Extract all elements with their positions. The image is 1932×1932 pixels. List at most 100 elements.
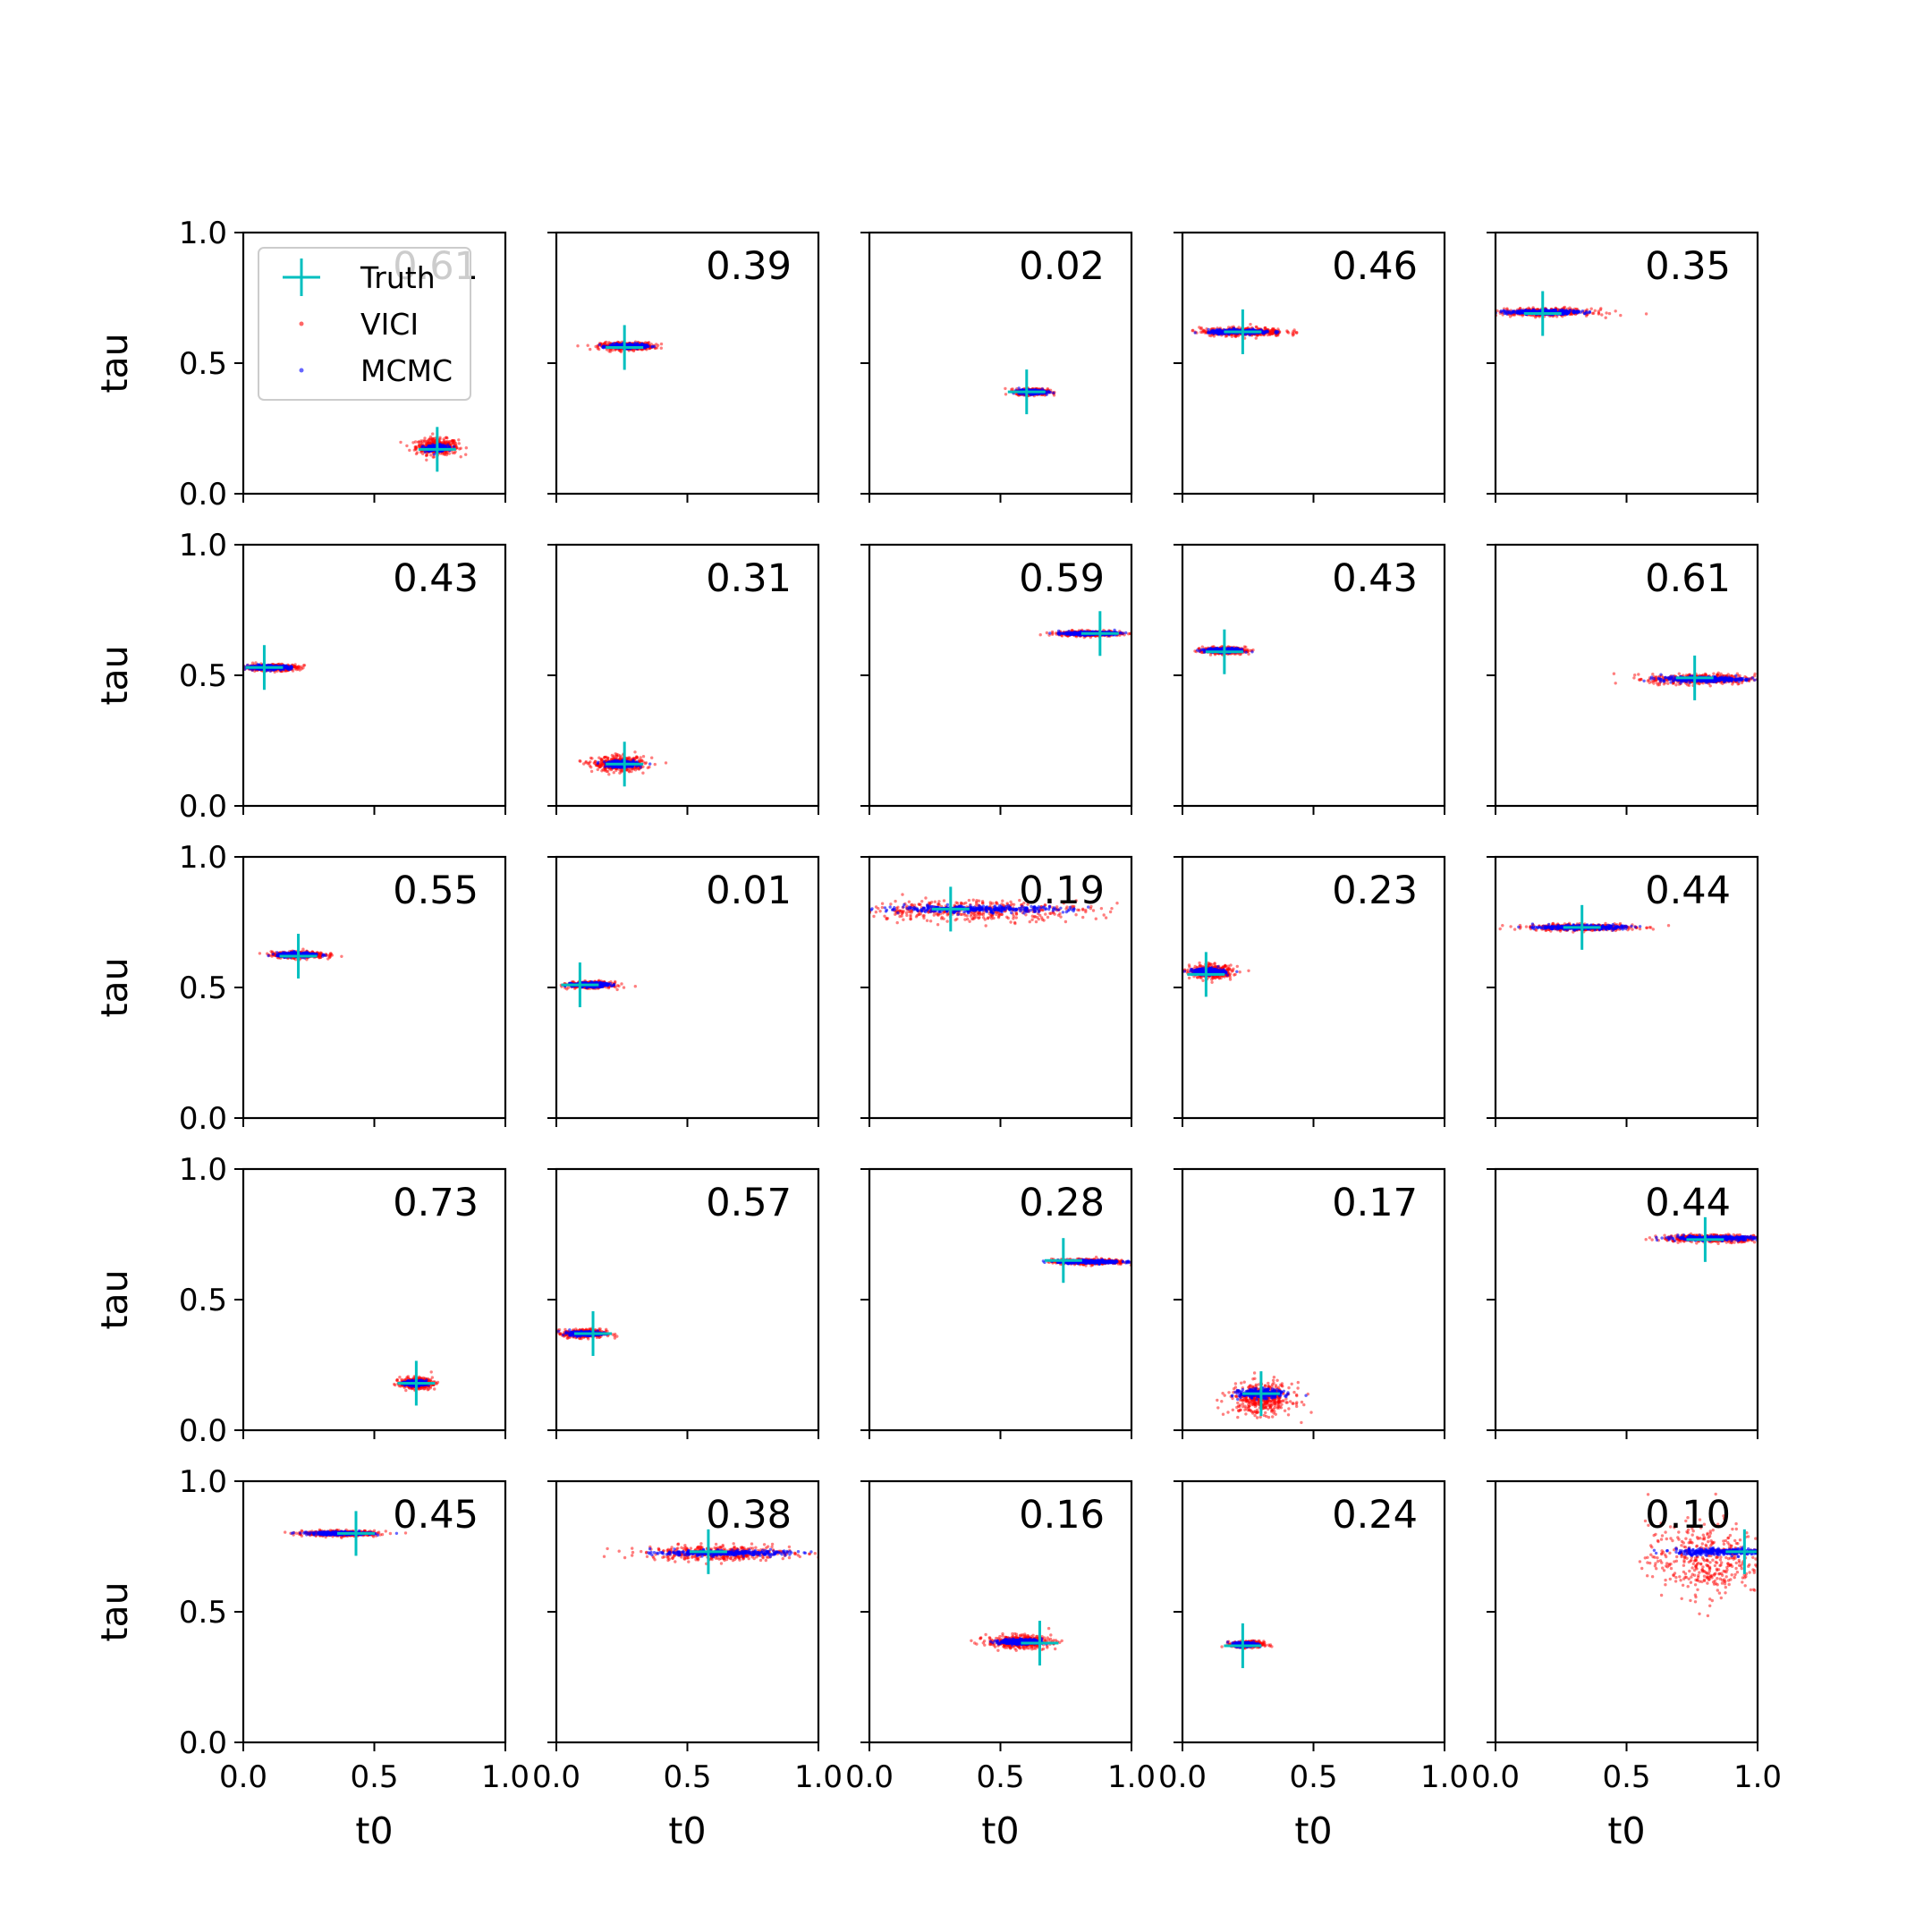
vici-point: [589, 347, 592, 352]
vici-point: [1597, 309, 1601, 313]
vici-point: [586, 343, 589, 347]
legend-label: MCMC: [360, 353, 453, 388]
panel-points: [399, 427, 468, 472]
panel-7: 0.31: [547, 543, 820, 815]
vici-point: [659, 346, 663, 350]
vici-point: [464, 453, 468, 456]
vici-point: [414, 452, 419, 456]
mcmc-point: [1017, 386, 1021, 390]
panel-score: 0.43: [393, 556, 479, 601]
vici-point: [421, 439, 425, 443]
mcmc-point: [285, 666, 289, 671]
mcmc-point: [1505, 312, 1509, 316]
panel-points: [1182, 309, 1299, 354]
mcmc-point: [1503, 311, 1506, 315]
mcmc-point: [1579, 310, 1582, 314]
vici-point: [447, 440, 452, 444]
mcmc-point: [1576, 310, 1580, 314]
panel-score: 0.35: [1645, 244, 1731, 289]
vici-point: [457, 442, 461, 445]
vici-point: [1004, 393, 1008, 396]
vici-point: [297, 665, 301, 668]
vici-point: [459, 446, 462, 450]
vici-point: [450, 439, 454, 443]
mcmc-point: [1215, 329, 1218, 333]
y-axis-label: tau: [93, 645, 136, 705]
vici-point: [613, 755, 616, 758]
mcmc-point: [446, 445, 451, 449]
vici-point: [606, 756, 609, 759]
vici-point: [619, 755, 623, 758]
legend-label: VICI: [360, 307, 419, 342]
mcmc-point: [1193, 331, 1197, 335]
vici-point: [428, 437, 431, 442]
mcmc-point: [1516, 310, 1521, 315]
y-tick-label: 0.5: [179, 346, 227, 382]
vici-point: [618, 771, 622, 775]
vici-point: [429, 453, 433, 457]
vici-point: [445, 452, 449, 455]
vici-point: [453, 442, 458, 445]
vici-point: [1191, 329, 1194, 333]
vici-point: [653, 762, 657, 767]
vici-point: [417, 440, 420, 444]
mcmc-point: [1504, 309, 1509, 313]
vici-point: [599, 763, 604, 767]
vici-point: [648, 765, 651, 769]
vici-point: [1268, 333, 1272, 336]
mcmc-point: [642, 346, 646, 350]
mcmc-point: [1499, 310, 1503, 314]
vici-point: [597, 347, 601, 352]
panel-score: 0.39: [706, 244, 792, 289]
vici-point: [431, 455, 435, 459]
vici-point: [633, 750, 637, 754]
mcmc-point: [1572, 310, 1576, 315]
mcmc-point: [432, 444, 436, 448]
mcmc-point: [245, 664, 250, 667]
vici-point: [607, 773, 611, 776]
vici-point: [413, 440, 418, 444]
vici-point: [1295, 331, 1299, 335]
mcmc-point: [642, 343, 646, 346]
vici-point: [640, 758, 644, 762]
mcmc-point: [429, 445, 433, 449]
panel-4: 0.46: [1174, 231, 1446, 503]
vici-point: [292, 665, 297, 668]
vici-point: [421, 452, 425, 456]
mcmc-point: [650, 345, 654, 349]
vici-point: [614, 752, 617, 756]
mcmc-point: [1207, 327, 1210, 332]
vici-point: [1276, 327, 1280, 331]
vici-point: [405, 444, 409, 448]
mcmc-point: [1046, 389, 1050, 393]
vici-point: [438, 437, 442, 441]
mcmc-point: [620, 343, 623, 346]
vici-point: [589, 756, 593, 760]
vici-point: [1285, 329, 1289, 333]
vici-point: [627, 770, 631, 774]
vici-point: [1593, 309, 1597, 312]
vici-point: [1199, 327, 1203, 331]
vici-point: [643, 761, 647, 766]
vici-point: [1046, 386, 1050, 391]
mcmc-point: [290, 665, 293, 668]
vici-point: [411, 441, 415, 445]
vici-point: [1600, 313, 1604, 317]
vici-point: [1249, 322, 1252, 326]
mcmc-point: [1531, 309, 1535, 312]
vici-point: [1607, 311, 1612, 316]
vici-point: [587, 761, 591, 765]
vici-point: [1208, 334, 1211, 337]
vici-point: [417, 444, 421, 447]
vici-point: [423, 436, 427, 440]
vici-point: [664, 761, 668, 765]
vici-point: [606, 769, 610, 774]
mcmc-point: [432, 453, 436, 456]
vici-point: [1266, 333, 1270, 337]
vici-point: [1644, 312, 1648, 316]
vici-point: [650, 756, 654, 759]
y-axis-label: tau: [93, 333, 136, 393]
mcmc-point: [1207, 331, 1210, 335]
mcmc-point: [648, 762, 652, 766]
